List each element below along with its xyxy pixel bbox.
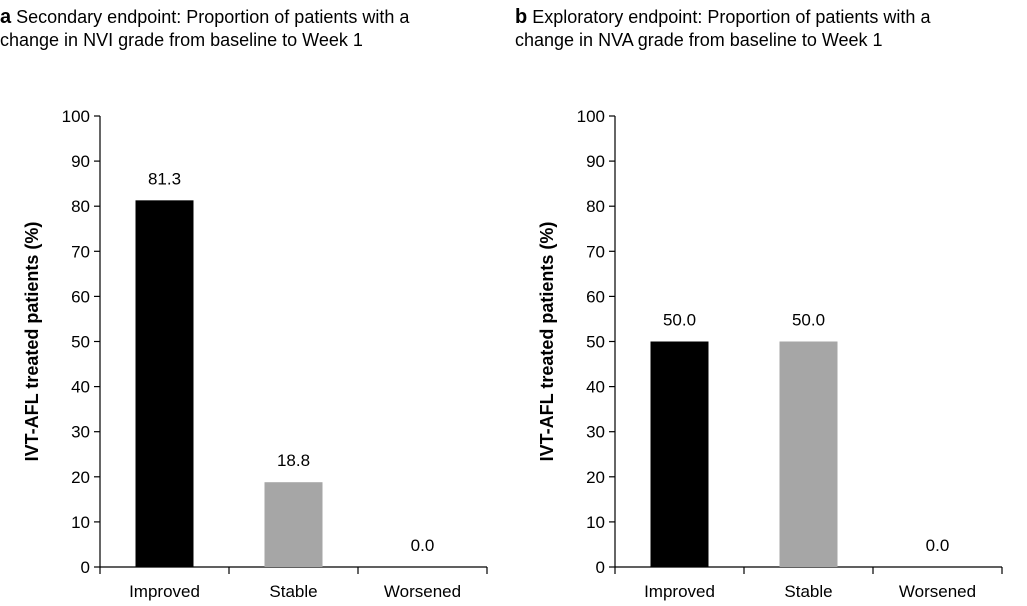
- bar-stable: [264, 482, 323, 567]
- data-label: 18.8: [277, 451, 310, 470]
- x-category-label: Worsened: [899, 582, 976, 601]
- chart-title-b: b Exploratory endpoint: Proportion of pat…: [515, 6, 955, 52]
- panel-letter-a: a: [0, 6, 12, 28]
- bar-stable: [779, 341, 838, 567]
- y-tick-label: 10: [586, 513, 605, 532]
- y-tick-label: 50: [586, 333, 605, 352]
- data-label: 0.0: [411, 536, 435, 555]
- data-label: 50.0: [792, 311, 825, 330]
- y-tick-label: 60: [71, 287, 90, 306]
- y-tick-label: 30: [586, 423, 605, 442]
- y-tick-label: 80: [71, 197, 90, 216]
- x-category-label: Stable: [269, 582, 317, 601]
- y-tick-label: 0: [81, 558, 90, 577]
- chart-title-a: a Secondary endpoint: Proportion of patie…: [0, 6, 440, 52]
- chart-title-text-b: Exploratory endpoint: Proportion of pati…: [515, 7, 931, 50]
- y-tick-label: 80: [586, 197, 605, 216]
- bar-chart-a: 0 10 20 30 40 50 60 70 80 90 100 81.3 Improved 18.8 St…: [22, 107, 488, 601]
- y-tick-label: 0: [596, 558, 605, 577]
- x-category-label: Worsened: [384, 582, 461, 601]
- y-tick-label: 40: [586, 378, 605, 397]
- y-tick-label: 90: [71, 152, 90, 171]
- y-tick-label: 70: [71, 242, 90, 261]
- x-category-label: Improved: [129, 582, 200, 601]
- data-label: 81.3: [148, 169, 181, 188]
- y-tick-label: 10: [71, 513, 90, 532]
- x-category-label: Improved: [644, 582, 715, 601]
- y-tick-label: 30: [71, 423, 90, 442]
- y-tick-label: 100: [577, 107, 605, 126]
- bar-chart-b: 0 10 20 30 40 50 60 70 80 90 100 50.0 Improved 50.0 St…: [537, 107, 1003, 601]
- y-tick-label: 70: [586, 242, 605, 261]
- chart-panel-b: b Exploratory endpoint: Proportion of pat…: [515, 0, 1020, 606]
- x-category-label: Stable: [784, 582, 832, 601]
- chart-panel-a: a Secondary endpoint: Proportion of patie…: [0, 0, 505, 606]
- panel-letter-b: b: [515, 6, 528, 28]
- chart-title-text-a: Secondary endpoint: Proportion of patien…: [0, 7, 410, 50]
- y-axis-label: IVT-AFL treated patients (%): [22, 222, 42, 462]
- y-tick-label: 50: [71, 333, 90, 352]
- y-tick-label: 100: [62, 107, 90, 126]
- y-tick-label: 60: [586, 287, 605, 306]
- bar-improved: [650, 341, 709, 567]
- data-label: 50.0: [663, 311, 696, 330]
- data-label: 0.0: [926, 536, 950, 555]
- y-axis-label: IVT-AFL treated patients (%): [537, 222, 557, 462]
- y-tick-label: 40: [71, 378, 90, 397]
- y-tick-label: 90: [586, 152, 605, 171]
- y-tick-label: 20: [71, 468, 90, 487]
- bar-improved: [135, 200, 194, 567]
- y-tick-label: 20: [586, 468, 605, 487]
